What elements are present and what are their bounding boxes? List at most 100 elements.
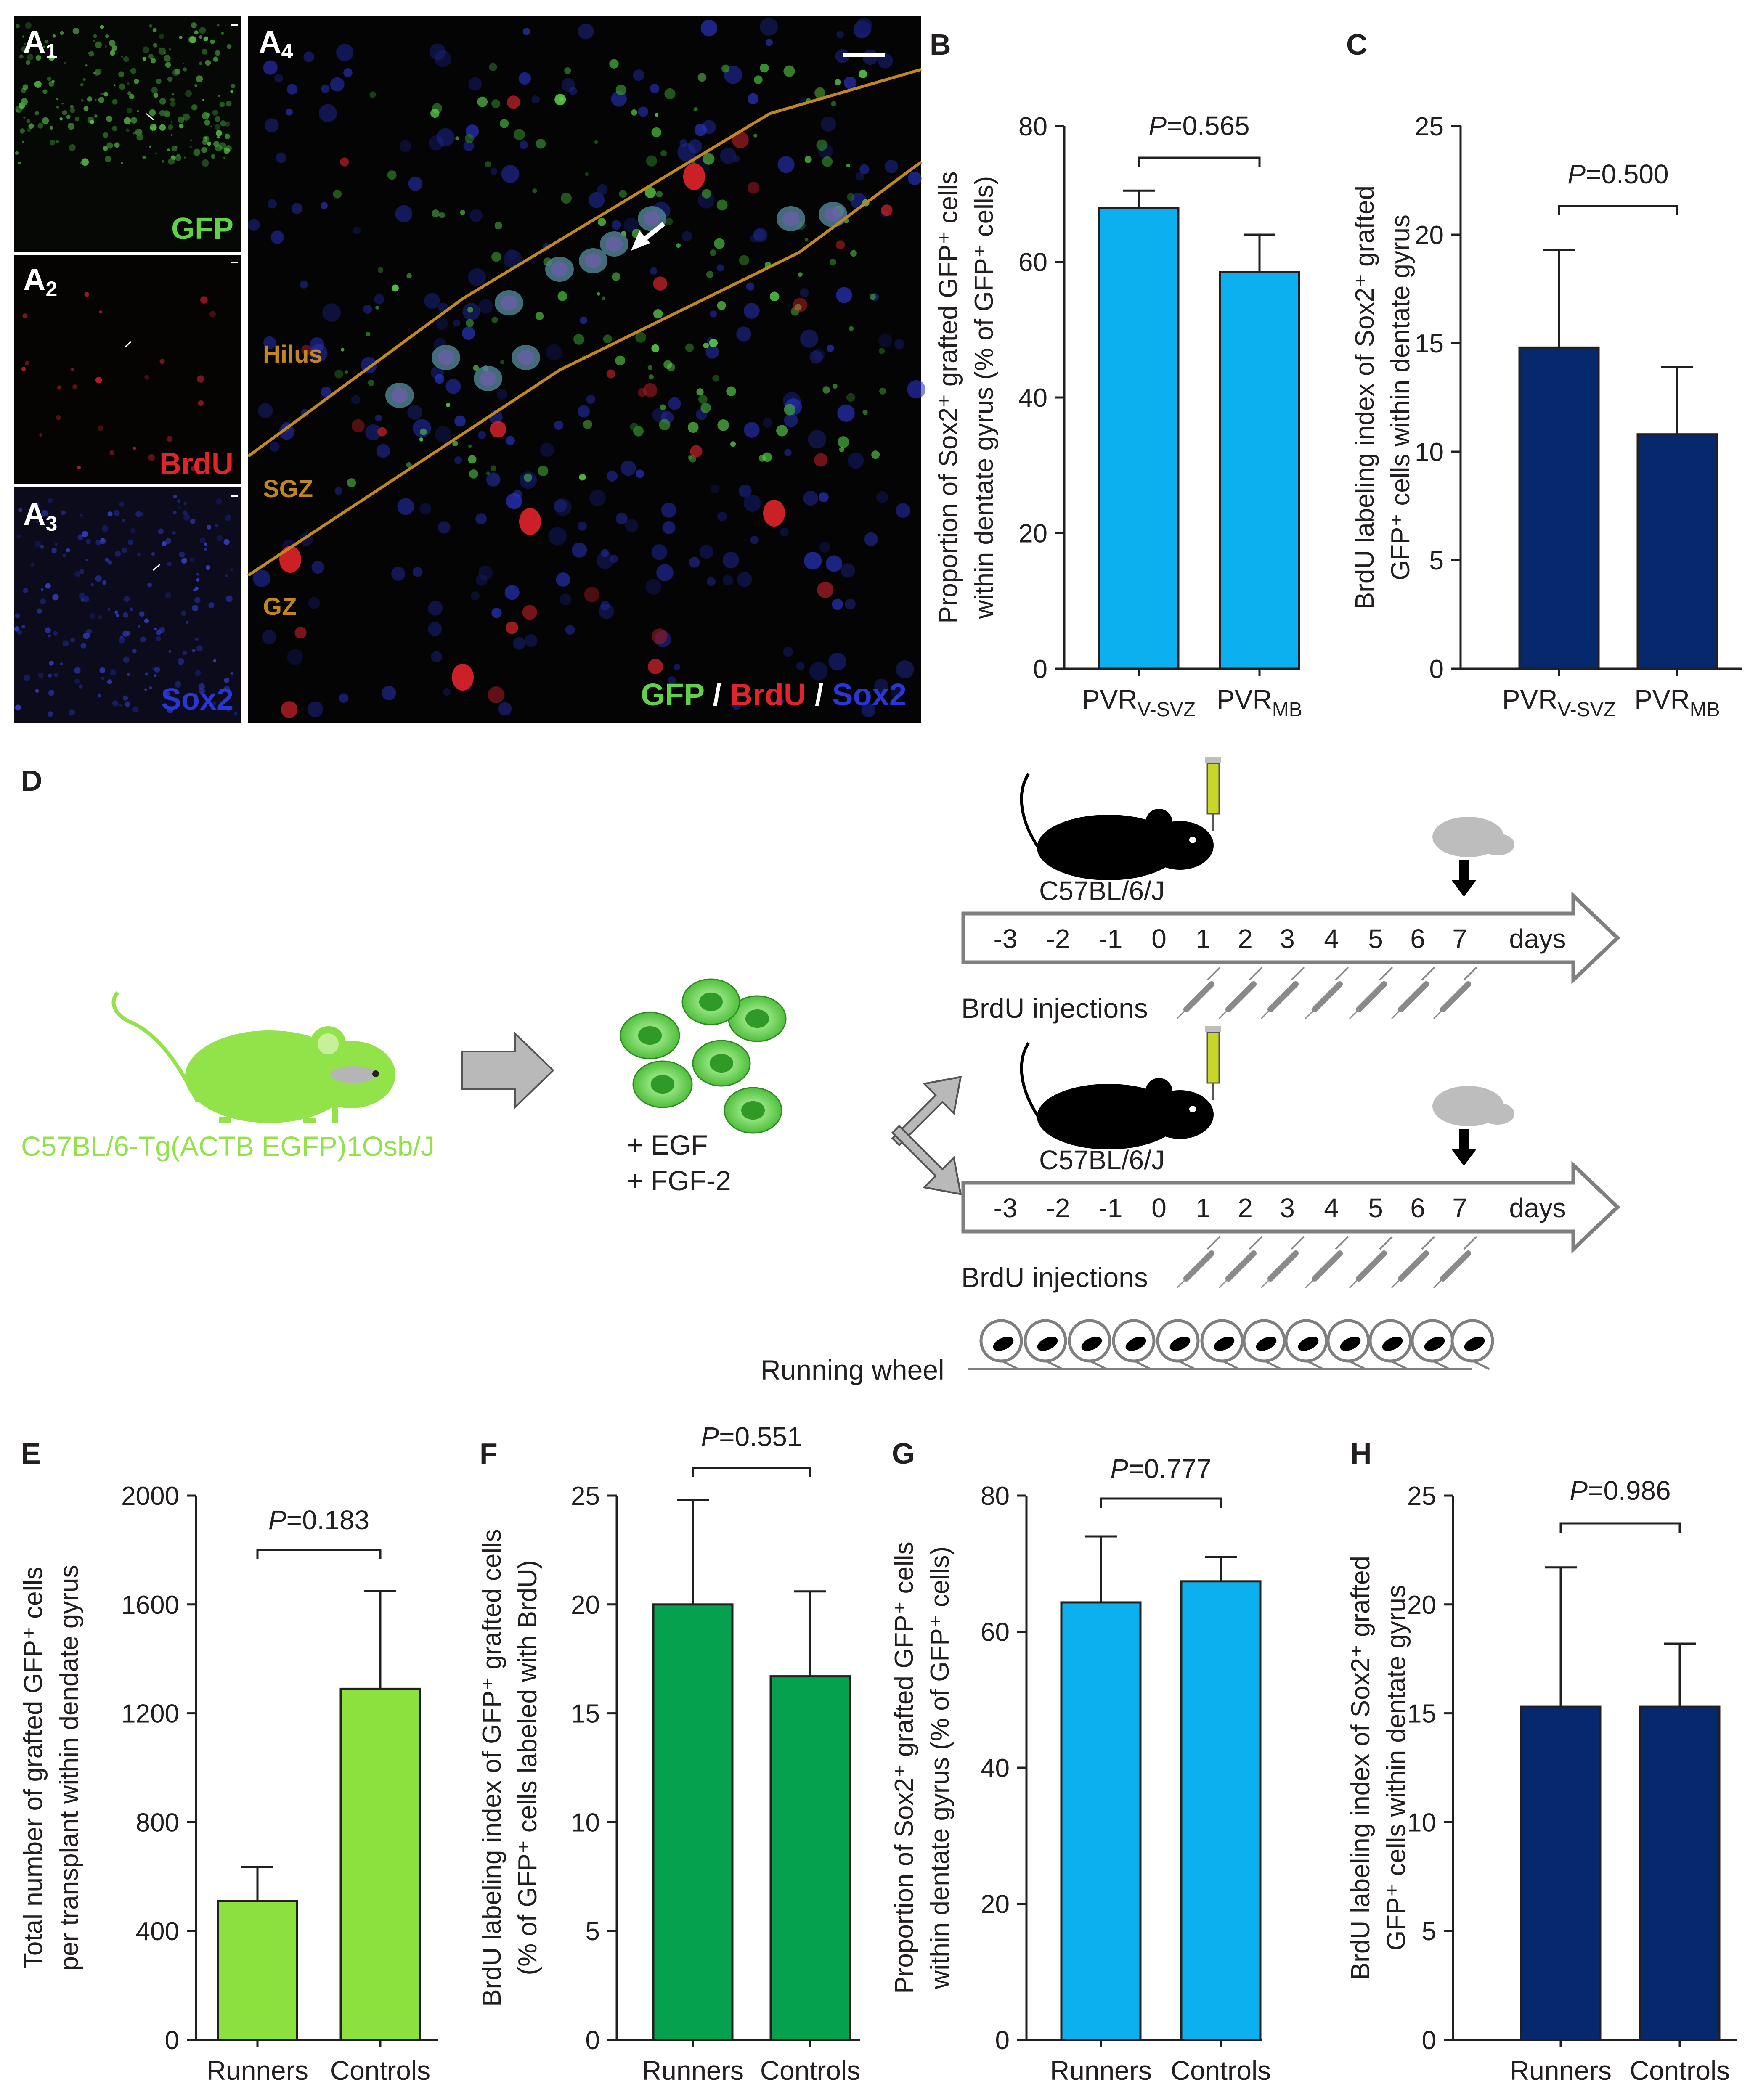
signal-dot <box>467 307 473 313</box>
signal-dot <box>129 94 135 99</box>
signal-dot <box>130 117 138 124</box>
signal-dot <box>35 55 41 61</box>
harvest-arrow-icon <box>1459 860 1469 882</box>
y-tick-label: 5 <box>586 1917 600 1946</box>
signal-dot <box>506 95 520 109</box>
signal-dot <box>845 598 856 610</box>
signal-dot <box>69 144 76 151</box>
signal-dot <box>159 627 165 633</box>
signal-dot <box>165 592 172 599</box>
signal-dot <box>430 109 440 118</box>
signal-dot <box>572 542 587 558</box>
syringe-icon <box>1379 1236 1393 1250</box>
signal-dot <box>462 326 475 340</box>
signal-dot <box>803 490 818 506</box>
signal-dot <box>651 544 667 560</box>
signal-dot <box>267 199 277 209</box>
signal-dot <box>491 608 502 618</box>
signal-dot <box>726 386 736 396</box>
syringe-icon <box>1349 1010 1358 1020</box>
signal-dot <box>274 74 283 83</box>
signal-dot <box>705 345 719 359</box>
signal-dot <box>109 669 116 676</box>
label-a1: A1 <box>23 24 57 63</box>
signal-dot <box>397 498 414 515</box>
signal-dot <box>645 579 662 595</box>
signal-dot <box>207 524 212 530</box>
harvest-arrow-icon <box>1451 880 1477 897</box>
signal-dot <box>159 124 166 131</box>
signal-dot <box>22 35 25 38</box>
syringe-icon <box>1312 981 1343 1012</box>
panel-d: D C57BL/6-Tg(ACTB EGFP)1Osb/J + EGF <box>21 757 1620 1385</box>
timeline-day-label: 5 <box>1368 1193 1383 1223</box>
signal-dot <box>624 217 639 233</box>
signal-dot <box>392 284 399 292</box>
y-tick-label: 0 <box>995 2026 1010 2055</box>
timeline-day-label: -3 <box>994 924 1018 954</box>
boundary-upper <box>247 68 922 458</box>
y-axis-label: within dentate gyrus (% of GFP⁺ cells) <box>970 176 999 620</box>
signal-dot <box>785 449 792 456</box>
signal-dot <box>499 119 509 128</box>
p-symbol: P <box>268 1505 286 1535</box>
signal-dot <box>633 69 644 81</box>
signal-dot <box>738 484 752 498</box>
signal-dot <box>668 676 676 685</box>
x-tick-label-main: PVR <box>1217 684 1272 715</box>
running-mouse-icon <box>1037 1337 1058 1351</box>
signal-dot <box>464 134 474 143</box>
bar <box>217 1900 298 2041</box>
signal-dot <box>40 598 46 604</box>
y-tick-label: 20 <box>1415 221 1444 250</box>
signal-dot <box>181 558 187 564</box>
signal-dot <box>83 78 86 81</box>
signal-dot <box>894 339 905 350</box>
signal-dot <box>586 395 595 404</box>
signal-dot <box>784 404 795 416</box>
running-mouse-icon <box>1081 1337 1102 1351</box>
signal-dot <box>196 645 203 651</box>
signal-dot <box>159 110 165 116</box>
signal-dot <box>162 541 167 546</box>
signal-dot <box>164 55 171 62</box>
bar <box>339 1687 421 2041</box>
signal-dot <box>780 527 789 537</box>
signal-dot <box>148 454 155 461</box>
signal-dot <box>90 583 94 587</box>
signal-dot <box>343 68 353 77</box>
signal-dot <box>565 625 575 635</box>
y-axis-label: BrdU labeling index of Sox2⁺ grafted <box>1346 1556 1375 1980</box>
signal-dot <box>220 120 226 127</box>
signal-dot <box>118 704 122 707</box>
signal-dot <box>22 84 29 90</box>
brdu-injections-label: BrdU injections <box>961 1262 1148 1293</box>
signal-dot <box>21 625 25 629</box>
signal-dot <box>16 24 20 28</box>
wheel-stand <box>1221 1359 1240 1370</box>
syringe-icon <box>1356 981 1387 1012</box>
signal-dot <box>837 436 849 448</box>
signal-dot <box>660 150 667 156</box>
signal-dot <box>193 148 201 156</box>
mouse-eye <box>1189 837 1196 843</box>
signal-dot <box>699 545 713 559</box>
signal-dot <box>652 408 667 423</box>
x-tick-label: Controls <box>760 2055 860 2086</box>
signal-dot <box>711 484 720 493</box>
running-mouse-icon <box>1382 1337 1403 1351</box>
signal-dot <box>15 613 20 618</box>
signal-dot <box>170 101 176 107</box>
p-symbol: P <box>1567 159 1586 189</box>
signal-dot <box>54 673 58 677</box>
signal-dot <box>706 577 716 586</box>
signal-dot <box>51 548 57 553</box>
timeline-day-label: 6 <box>1410 1193 1425 1223</box>
signal-dot <box>377 427 387 437</box>
syringe-icon <box>1267 981 1299 1012</box>
p-value: =0.777 <box>1128 1454 1212 1484</box>
signal-dot <box>896 503 911 518</box>
significance-bracket <box>1559 1522 1681 1533</box>
syringe-icon <box>1176 1010 1185 1020</box>
